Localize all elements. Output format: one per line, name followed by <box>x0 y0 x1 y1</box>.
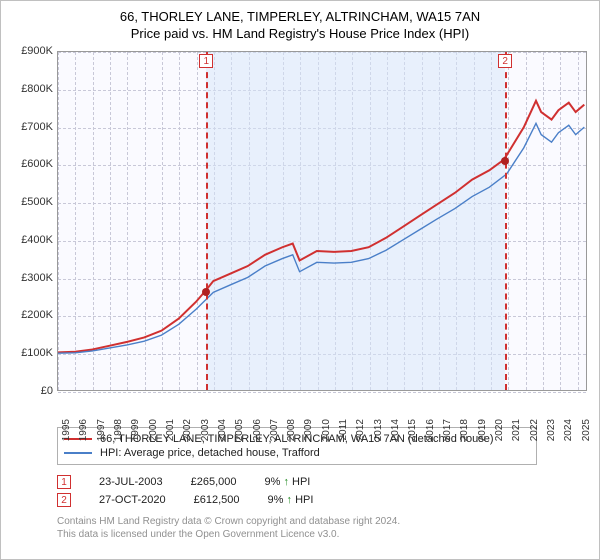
footer-line1: Contains HM Land Registry data © Crown c… <box>57 515 589 528</box>
x-tick-label: 2022 <box>529 419 540 441</box>
x-tick-label: 2021 <box>511 419 522 441</box>
y-tick-label: £100K <box>21 347 53 359</box>
sale-2-price: £612,500 <box>194 494 240 506</box>
x-tick-label: 2007 <box>269 419 280 441</box>
footer-attribution: Contains HM Land Registry data © Crown c… <box>57 515 589 541</box>
sale-1-pct: 9% ↑ HPI <box>264 476 310 488</box>
x-tick-label: 1997 <box>96 419 107 441</box>
sale-1-price: £265,000 <box>191 476 237 488</box>
sale-vline <box>505 52 507 390</box>
x-tick-label: 2013 <box>373 419 384 441</box>
y-tick-label: £800K <box>21 83 53 95</box>
plot-region: 12 <box>57 51 587 391</box>
x-tick-label: 1998 <box>113 419 124 441</box>
sale-2-date: 27-OCT-2020 <box>99 494 166 506</box>
legend-item-hpi: HPI: Average price, detached house, Traf… <box>64 446 530 460</box>
x-tick-label: 2017 <box>442 419 453 441</box>
x-tick-label: 2024 <box>563 419 574 441</box>
y-tick-label: £900K <box>21 45 53 57</box>
y-axis-labels: £0£100K£200K£300K£400K£500K£600K£700K£80… <box>11 51 55 391</box>
x-tick-label: 2002 <box>182 419 193 441</box>
chart-area: £0 £100K £200K £300K £400K £500K £600K £700K £80… <box>11 51 589 421</box>
x-tick-label: 2006 <box>252 419 263 441</box>
chart-subtitle: Price paid vs. HM Land Registry's House … <box>11 26 589 41</box>
x-tick-label: 2016 <box>425 419 436 441</box>
arrow-up-icon: ↑ <box>283 476 289 488</box>
sale-1-date: 23-JUL-2003 <box>99 476 163 488</box>
x-tick-label: 2020 <box>494 419 505 441</box>
x-tick-label: 2012 <box>355 419 366 441</box>
sale-tag-1: 1 <box>199 54 213 68</box>
chart-title-address: 66, THORLEY LANE, TIMPERLEY, ALTRINCHAM,… <box>11 9 589 24</box>
sale-dot-1 <box>202 288 210 296</box>
sale-marker-1-icon: 1 <box>57 475 71 489</box>
sale-dot-2 <box>501 157 509 165</box>
sale-row-1: 1 23-JUL-2003 £265,000 9% ↑ HPI <box>57 473 589 491</box>
x-tick-label: 1999 <box>130 419 141 441</box>
x-tick-label: 2023 <box>546 419 557 441</box>
sale-marker-2-icon: 2 <box>57 493 71 507</box>
x-axis-labels: 1995199619971998199920002001200220032004… <box>57 393 587 421</box>
x-tick-label: 1995 <box>61 419 72 441</box>
legend-swatch-hpi <box>64 452 92 454</box>
y-tick-label: £200K <box>21 309 53 321</box>
chart-container: 66, THORLEY LANE, TIMPERLEY, ALTRINCHAM,… <box>0 0 600 560</box>
x-tick-label: 2000 <box>148 419 159 441</box>
x-tick-label: 2004 <box>217 419 228 441</box>
y-tick-label: £500K <box>21 196 53 208</box>
footer-line2: This data is licensed under the Open Gov… <box>57 528 589 541</box>
x-tick-label: 2009 <box>303 419 314 441</box>
x-tick-label: 2003 <box>200 419 211 441</box>
y-tick-label: £600K <box>21 158 53 170</box>
x-tick-label: 2010 <box>321 419 332 441</box>
sales-table: 1 23-JUL-2003 £265,000 9% ↑ HPI 2 27-OCT… <box>57 473 589 509</box>
sale-2-pct: 9% ↑ HPI <box>268 494 314 506</box>
sale-vline <box>206 52 208 390</box>
legend-label-hpi: HPI: Average price, detached house, Traf… <box>100 447 320 459</box>
y-tick-label: £700K <box>21 121 53 133</box>
x-tick-label: 2008 <box>286 419 297 441</box>
x-tick-label: 2001 <box>165 419 176 441</box>
sale-tag-2: 2 <box>498 54 512 68</box>
x-tick-label: 2011 <box>338 419 349 441</box>
y-tick-label: £0 <box>41 385 53 397</box>
y-tick-label: £400K <box>21 234 53 246</box>
x-tick-label: 2019 <box>477 419 488 441</box>
x-tick-label: 2015 <box>407 419 418 441</box>
x-tick-label: 2014 <box>390 419 401 441</box>
y-tick-label: £300K <box>21 272 53 284</box>
x-tick-label: 2005 <box>234 419 245 441</box>
arrow-up-icon: ↑ <box>287 494 293 506</box>
sale-row-2: 2 27-OCT-2020 £612,500 9% ↑ HPI <box>57 491 589 509</box>
x-tick-label: 1996 <box>78 419 89 441</box>
x-tick-label: 2025 <box>581 419 592 441</box>
x-tick-label: 2018 <box>459 419 470 441</box>
